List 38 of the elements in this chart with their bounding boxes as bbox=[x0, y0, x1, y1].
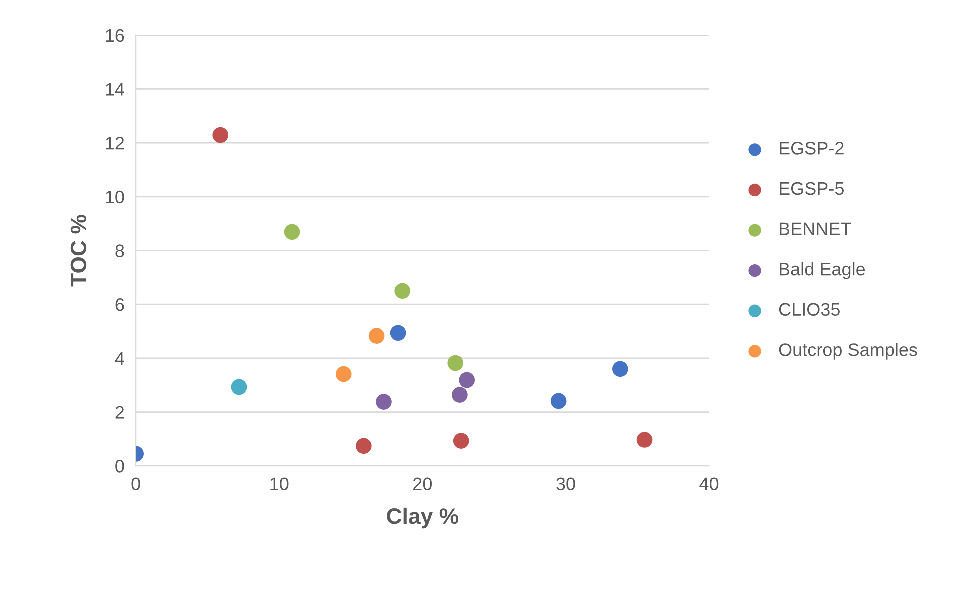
point bbox=[612, 361, 628, 378]
legend-label: Bald Eagle bbox=[780, 262, 866, 280]
y-axis-title: TOC % bbox=[70, 215, 87, 287]
point bbox=[336, 366, 352, 382]
legend-label: BENNET bbox=[780, 222, 852, 236]
y-tick-label: 14 bbox=[106, 83, 124, 96]
legend-label: EGSP-5 bbox=[780, 182, 844, 196]
point bbox=[284, 224, 300, 240]
x-tick-label: 0 bbox=[132, 478, 140, 490]
point bbox=[356, 438, 372, 454]
point bbox=[453, 433, 470, 449]
y-tick-label: 4 bbox=[115, 352, 124, 365]
point bbox=[459, 372, 476, 388]
y-tick-label: 6 bbox=[116, 298, 124, 312]
y-tick-label: 16 bbox=[106, 29, 124, 42]
legend-label: Outcrop Samples bbox=[779, 343, 918, 360]
x-tick-label: 40 bbox=[700, 478, 719, 490]
point bbox=[448, 355, 464, 372]
legend-label: CLIO35 bbox=[779, 303, 840, 316]
y-tick-label: 8 bbox=[116, 244, 124, 258]
point bbox=[376, 394, 392, 410]
point bbox=[231, 379, 248, 396]
point bbox=[452, 387, 468, 403]
point bbox=[394, 283, 411, 300]
x-tick-label: 10 bbox=[270, 478, 289, 490]
x-axis-title: Clay % bbox=[387, 508, 459, 529]
x-tick-label: 30 bbox=[556, 478, 576, 490]
legend-label: EGSP-2 bbox=[780, 142, 844, 155]
point bbox=[550, 393, 567, 410]
y-tick-label: 2 bbox=[116, 406, 124, 419]
point bbox=[390, 325, 406, 342]
point bbox=[212, 127, 229, 144]
point bbox=[636, 432, 653, 448]
x-tick-label: 20 bbox=[414, 478, 432, 490]
y-tick-label: 12 bbox=[106, 137, 124, 150]
point bbox=[368, 328, 385, 344]
y-tick-label: 10 bbox=[106, 190, 124, 204]
y-tick-label: 0 bbox=[116, 460, 124, 473]
